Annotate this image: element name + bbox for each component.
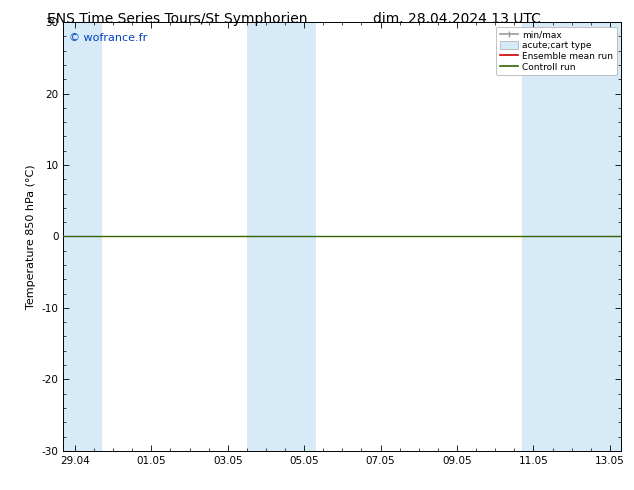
Bar (247, 22, 285, 451)
Bar (553, 22, 621, 451)
Y-axis label: Temperature 850 hPa (°C): Temperature 850 hPa (°C) (26, 164, 36, 309)
Text: dim. 28.04.2024 13 UTC: dim. 28.04.2024 13 UTC (373, 12, 540, 26)
Legend: min/max, acute;cart type, Ensemble mean run, Controll run: min/max, acute;cart type, Ensemble mean … (496, 26, 617, 75)
Text: ENS Time Series Tours/St Symphorien: ENS Time Series Tours/St Symphorien (48, 12, 307, 26)
Bar (285, 22, 316, 451)
Text: © wofrance.fr: © wofrance.fr (69, 33, 147, 43)
Bar (63, 22, 101, 451)
Bar (522, 22, 553, 451)
